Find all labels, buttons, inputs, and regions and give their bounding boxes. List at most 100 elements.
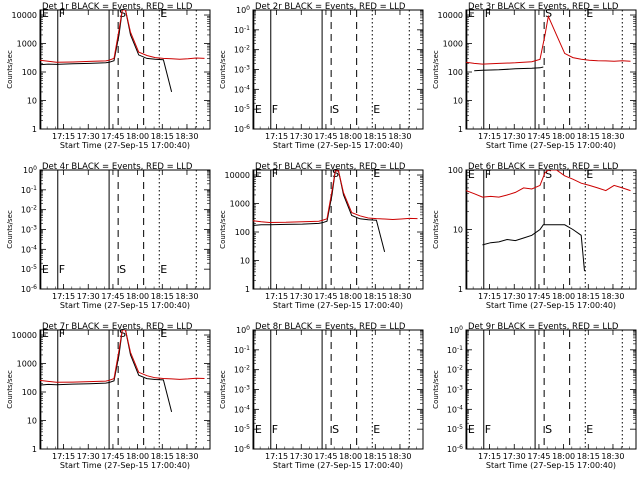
y-tick-label: 10-1 (21, 185, 37, 195)
y-tick-label: 1 (245, 285, 250, 294)
y-tick-label: 100 (22, 68, 37, 77)
y-tick-label: 10-2 (234, 45, 250, 55)
x-tick-label: 18:00 (552, 132, 575, 141)
y-tick-label: 100 (236, 325, 250, 335)
y-tick-label: 10-3 (234, 65, 250, 75)
marker-label: F (59, 7, 65, 20)
y-tick-label: 10 (27, 97, 37, 106)
y-tick-label: 10-5 (447, 424, 463, 434)
x-tick-label: 17:15 (52, 452, 75, 461)
x-tick-label: 18:00 (339, 292, 362, 301)
y-tick-label: 1000 (230, 200, 250, 209)
y-tick-label: 10 (453, 226, 463, 235)
x-tick-label: 18:15 (577, 452, 600, 461)
series-events (40, 10, 173, 93)
series-lld (40, 330, 205, 383)
y-tick-label: 10-6 (234, 444, 250, 454)
marker-label: S (545, 7, 552, 20)
series-lld (466, 170, 631, 198)
x-tick-label: 18:30 (601, 452, 624, 461)
plot-frame (39, 329, 211, 450)
plot-frame (252, 169, 424, 290)
marker-label: E (160, 7, 167, 20)
y-tick-label: 1 (458, 285, 463, 294)
x-tick-label: 18:00 (126, 132, 149, 141)
series-events (40, 330, 173, 413)
x-tick-label: 18:15 (364, 292, 387, 301)
x-tick-label: 17:45 (527, 132, 550, 141)
x-tick-label: 17:45 (314, 452, 337, 461)
x-axis-label: Start Time (27-Sep-15 17:00:40) (60, 141, 190, 150)
y-tick-label: 10-6 (234, 124, 250, 134)
x-axis-label: Start Time (27-Sep-15 17:00:40) (273, 301, 403, 310)
marker-label: E (160, 263, 167, 276)
x-tick-label: 18:15 (364, 452, 387, 461)
y-axis-label: Counts/sec (432, 370, 440, 409)
x-axis-label: Start Time (27-Sep-15 17:00:40) (486, 141, 616, 150)
x-tick-label: 18:15 (151, 292, 174, 301)
panel-9: Det 9r BLACK = Events, RED = LLD 100 10-1 1… (432, 322, 637, 470)
marker-label: S (545, 168, 552, 181)
x-axis-label: Start Time (27-Sep-15 17:00:40) (486, 461, 616, 470)
y-tick-label: 100 (236, 5, 250, 15)
y-axis-label: Counts/sec (219, 210, 227, 249)
x-tick-label: 17:30 (503, 132, 526, 141)
marker-label: E (586, 7, 593, 20)
x-tick-label: 18:30 (388, 132, 411, 141)
marker-label: E (255, 167, 262, 180)
x-tick-label: 18:00 (552, 452, 575, 461)
panel-title: Det 4r BLACK = Events, RED = LLD (42, 162, 193, 172)
y-tick-label: 100 (448, 68, 463, 77)
marker-label: E (42, 327, 49, 340)
panel-title: Det 9r BLACK = Events, RED = LLD (468, 322, 619, 332)
y-tick-label: 10-1 (447, 345, 463, 355)
y-tick-label: 10 (27, 417, 37, 426)
panel-title: Det 3r BLACK = Events, RED = LLD (468, 2, 619, 12)
marker-label: E (586, 423, 593, 436)
x-tick-label: 18:15 (364, 132, 387, 141)
x-tick-label: 17:30 (290, 292, 313, 301)
marker-label: S (332, 167, 339, 180)
y-tick-label: 10-2 (234, 365, 250, 375)
panel-title: Det 1r BLACK = Events, RED = LLD (42, 2, 193, 12)
marker-label: S (545, 423, 552, 436)
x-tick-label: 18:15 (577, 292, 600, 301)
marker-label: E (42, 7, 49, 20)
x-axis-label: Start Time (27-Sep-15 17:00:40) (273, 141, 403, 150)
x-tick-label: 17:45 (101, 132, 124, 141)
x-tick-label: 18:15 (577, 132, 600, 141)
y-tick-label: 10000 (12, 331, 37, 340)
x-tick-label: 18:30 (175, 132, 198, 141)
y-tick-label: 10-1 (234, 345, 250, 355)
x-tick-label: 17:30 (290, 452, 313, 461)
y-axis-label: Counts/sec (6, 210, 14, 249)
x-tick-label: 18:30 (175, 292, 198, 301)
panel-title: Det 6r BLACK = Events, RED = LLD (468, 162, 619, 172)
marker-label: E (255, 423, 262, 436)
x-tick-label: 18:30 (388, 452, 411, 461)
x-axis-label: Start Time (27-Sep-15 17:00:40) (273, 461, 403, 470)
x-tick-label: 17:15 (265, 132, 288, 141)
marker-label: S (119, 263, 126, 276)
y-tick-label: 1 (32, 445, 37, 454)
y-tick-label: 10-2 (447, 365, 463, 375)
y-tick-label: 10-5 (234, 104, 250, 114)
x-tick-label: 18:00 (339, 452, 362, 461)
x-tick-label: 17:15 (52, 292, 75, 301)
panel-1: Det 1r BLACK = Events, RED = LLD 1 10 100 10… (6, 2, 211, 150)
y-tick-label: 10-3 (447, 385, 463, 395)
y-tick-label: 10-4 (21, 244, 37, 254)
marker-label: F (272, 103, 278, 116)
marker-label: S (119, 7, 126, 20)
panel-title: Det 2r BLACK = Events, RED = LLD (255, 2, 406, 12)
y-tick-label: 10000 (225, 171, 250, 180)
marker-label: F (485, 7, 491, 20)
marker-label: E (468, 168, 475, 181)
y-tick-label: 10-3 (234, 385, 250, 395)
x-tick-label: 17:45 (101, 452, 124, 461)
marker-label: F (59, 263, 65, 276)
panel-title: Det 5r BLACK = Events, RED = LLD (255, 162, 406, 172)
y-tick-label: 1 (458, 125, 463, 134)
marker-label: E (373, 103, 380, 116)
y-tick-label: 10-4 (234, 404, 250, 414)
